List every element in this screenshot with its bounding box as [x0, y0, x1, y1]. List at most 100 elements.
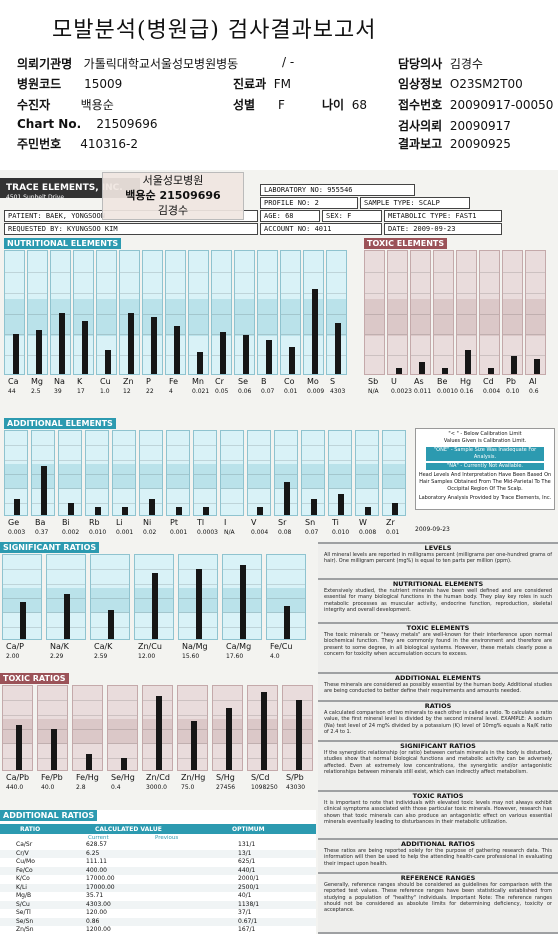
- additional-gridline: [86, 488, 108, 490]
- ratio-value: 17000.00: [86, 883, 115, 891]
- toxic-ratio-value-0: 440.0: [6, 784, 24, 791]
- significant-gridline: [3, 569, 41, 571]
- toxic-ratio-bar-fe-pb: [50, 729, 57, 770]
- info-block: ADDITIONAL ELEMENTS These minerals are co…: [318, 674, 558, 700]
- ratio-name: K/Co: [16, 875, 30, 882]
- nutritional-gridline: [28, 313, 47, 315]
- nutritional-label-11: B: [261, 377, 267, 386]
- toxic-ratio-label-0: Ca/Pb: [6, 773, 30, 782]
- toxic-value-3: 0.0010: [437, 388, 458, 395]
- additional-gridline: [113, 474, 135, 475]
- ratio-value: 120.00: [86, 909, 107, 916]
- ratio-value: 6.25: [86, 849, 100, 857]
- legend-box: "< " - Below Calibration Limit Values Gi…: [415, 428, 555, 510]
- additional-gridline: [383, 459, 405, 461]
- additional-value-7: 0.0003: [197, 529, 218, 536]
- field-department: 진료과 FM: [233, 77, 292, 91]
- additional-gridline: [275, 459, 297, 461]
- additional-value-1: 0.37: [35, 529, 49, 536]
- additional-normal-band: [275, 463, 297, 490]
- additional-label-13: W: [359, 518, 367, 527]
- toxic-normal-band: [503, 298, 522, 336]
- nutritional-tile-p: [142, 250, 163, 375]
- additional-gridline: [275, 474, 297, 475]
- significant-gridline: [3, 583, 41, 585]
- toxic-gridline: [434, 334, 453, 336]
- nutritional-normal-band: [327, 298, 346, 336]
- nutritional-bar-p: [150, 317, 157, 374]
- additional-tile-sn: [301, 430, 325, 516]
- nutritional-tile-mg: [27, 250, 48, 375]
- ratio-name: Cu/Mo: [16, 858, 35, 865]
- additional-bar-bi: [68, 503, 74, 515]
- report-date-small: 2009-09-23: [415, 526, 450, 533]
- toxic-ratio-gridline: [73, 714, 102, 716]
- toxic-gridline: [457, 334, 476, 336]
- toxic-ratio-gridline: [73, 729, 102, 730]
- nutritional-gridline: [258, 313, 277, 315]
- additional-bar-ti: [338, 494, 344, 515]
- field-doctor: 담당의사 김경수: [398, 57, 483, 71]
- ratio-name: Zn/Sn: [16, 926, 34, 933]
- toxic-ratio-gridline: [3, 714, 32, 716]
- nutritional-bar-k: [81, 321, 88, 374]
- additional-gridline: [302, 459, 324, 461]
- significant-bar-ca-mg: [240, 565, 246, 639]
- significant-bar-ca-p: [20, 602, 26, 639]
- ratio-optimum: 2500/1: [238, 883, 260, 891]
- additional-normal-band: [59, 463, 81, 490]
- additional-value-9: 0.004: [251, 529, 269, 536]
- toxic-ratio-normal-band: [108, 718, 137, 745]
- additional-gridline: [329, 488, 351, 490]
- nutritional-label-4: Cu: [100, 377, 111, 386]
- nutritional-gridline: [281, 292, 300, 294]
- ratio-name: Se/Sn: [16, 917, 34, 925]
- additional-gridline: [113, 459, 135, 461]
- ratio-optimum: 2000/1: [238, 875, 260, 882]
- additional-bar-li: [122, 507, 128, 515]
- report-date: DATE: 2009-09-23: [384, 223, 502, 235]
- nutritional-value-11: 0.07: [261, 388, 275, 395]
- ratio-optimum: 37/1: [238, 909, 252, 916]
- ratio-value: 17000.00: [86, 875, 115, 882]
- nutritional-gridline: [74, 271, 93, 273]
- nutritional-gridline: [235, 334, 254, 336]
- additional-ratios-header: RATIO CALCULATED VALUE OPTIMUM: [0, 824, 316, 834]
- nutritional-bar-cu: [104, 350, 111, 374]
- significant-tile-zn-cu: [134, 554, 174, 640]
- toxic-tile-hg: [456, 250, 477, 375]
- additional-tile-li: [112, 430, 136, 516]
- nutritional-bar-mo: [311, 289, 318, 374]
- info-block-title: TOXIC ELEMENTS: [406, 624, 470, 632]
- nutritional-gridline: [74, 313, 93, 315]
- info-block-title: RATIOS: [424, 702, 452, 710]
- nutritional-gridline: [327, 313, 346, 315]
- toxic-gridline: [434, 313, 453, 315]
- nutritional-bar-ca: [12, 334, 19, 374]
- toxic-label-0: Sb: [368, 377, 379, 386]
- field-hospital-code: 병원코드 15009: [17, 77, 123, 91]
- significant-label-2: Ca/K: [94, 642, 113, 651]
- nutritional-gridline: [166, 271, 185, 273]
- nutritional-gridline: [281, 271, 300, 273]
- ratio-optimum: 440/1: [238, 866, 256, 874]
- nutritional-value-14: 4303: [330, 388, 346, 395]
- patient-age: AGE: 68: [260, 210, 320, 222]
- field-report-date: 결과보고 20090925: [398, 137, 511, 151]
- toxic-ratio-bar-se-hg: [120, 758, 127, 770]
- additional-label-7: Tl: [197, 518, 205, 527]
- toxic-gridline: [388, 334, 407, 336]
- additional-gridline: [113, 445, 135, 447]
- additional-gridline: [5, 474, 27, 475]
- additional-label-4: Li: [116, 518, 123, 527]
- additional-gridline: [221, 502, 243, 504]
- toxic-gridline: [457, 292, 476, 294]
- additional-bar-zr: [392, 503, 398, 515]
- ratio-value: 400.00: [86, 866, 107, 874]
- ratio-row: Se/Sn 0.86 0.67/1: [0, 917, 316, 926]
- additional-tile-ba: [31, 430, 55, 516]
- nutritional-gridline: [166, 292, 185, 294]
- nutritional-gridline: [143, 271, 162, 273]
- additional-gridline: [248, 459, 270, 461]
- additional-tile-v: [247, 430, 271, 516]
